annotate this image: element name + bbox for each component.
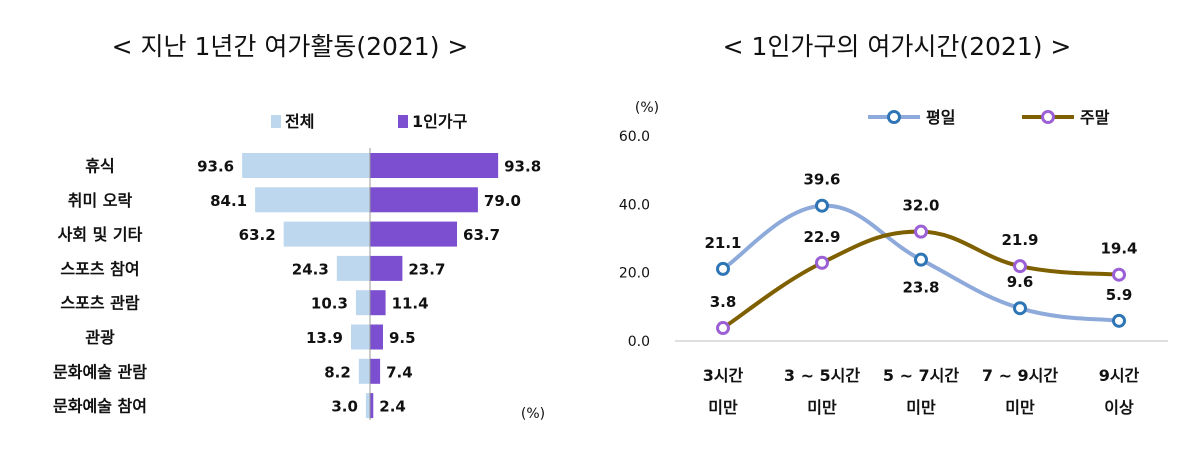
legend-swatch-single [398,115,408,128]
left-unit-label: (%) [521,406,545,422]
legend-label-total: 전체 [285,112,314,131]
x-tick-label: 9시간 [1099,366,1140,385]
bar-single-household [370,393,374,419]
bar-single-household [370,221,458,247]
bar-total [358,358,370,384]
data-label-weekend: 3.8 [710,293,737,311]
value-label-total: 63.2 [239,226,276,244]
legend-label-single: 1인가구 [412,112,468,131]
x-tick-label: 이상 [1104,398,1134,417]
category-label: 사회 및 기타 [58,225,143,244]
y-tick-label: 60.0 [619,129,650,145]
value-label-total: 3.0 [331,398,358,416]
value-label-total: 93.6 [197,158,234,176]
value-label-single-household: 11.4 [392,295,429,313]
bar-total [242,153,370,178]
data-point-weekday [1013,301,1027,316]
x-tick-label: 5 ~ 7시간 [883,366,960,385]
data-point-weekday [716,261,730,276]
legend-marker-weekday [887,110,901,124]
data-label-weekend: 21.9 [1001,231,1038,249]
value-label-total: 24.3 [292,260,329,278]
bar-total [351,324,370,350]
bar-single-household [370,153,499,178]
category-label: 문화예술 관람 [53,362,147,381]
right-data-labels: 21.1 39.6 23.8 9.6 5.9 3.8 22.9 32.0 21.9 19.4 [704,171,1137,311]
data-label-weekday: 5.9 [1106,286,1133,304]
value-label-single-household: 7.4 [386,363,413,381]
leisure-time-chart: < 1인가구의 여가시간(2021) > (%) 평일 주말 0.0 20.0 40… [619,32,1168,417]
right-lines [721,203,1120,330]
right-y-ticks: 0.0 20.0 40.0 60.0 [619,129,650,350]
data-label-weekday: 39.6 [803,171,840,189]
x-tick-label: 3 ~ 5시간 [784,366,861,385]
bar-single-household [370,324,383,350]
x-tick-label: 미만 [807,398,837,417]
x-tick-label: 미만 [906,398,936,417]
legend-swatch-total [271,115,281,128]
data-point-weekday [815,198,829,213]
left-chart-title: < 지난 1년간 여가활동(2021) > [112,32,469,61]
right-chart-title: < 1인가구의 여가시간(2021) > [723,32,1072,61]
data-label-weekday: 23.8 [902,279,939,297]
bar-single-household [370,358,381,384]
right-legend: 평일 주말 [868,108,1110,127]
legend-label-weekday: 평일 [926,108,955,127]
y-tick-label: 20.0 [619,266,650,282]
y-tick-label: 40.0 [619,197,650,213]
bar-single-household [370,255,403,281]
category-label: 스포츠 관람 [60,294,139,313]
value-label-total: 8.2 [324,363,351,381]
category-label: 스포츠 참여 [60,259,139,278]
right-y-unit: (%) [635,100,659,116]
data-point-weekend [716,321,730,336]
bar-total [336,255,370,281]
bar-total [355,290,370,316]
value-label-single-household: 63.7 [463,226,500,244]
data-label-weekday: 9.6 [1007,273,1034,291]
x-tick-label: 7 ~ 9시간 [982,366,1059,385]
value-label-single-household: 2.4 [379,398,406,416]
x-tick-label: 미만 [708,398,738,417]
data-label-weekend: 22.9 [803,228,840,246]
category-label: 문화예술 참여 [53,397,147,416]
legend-label-weekend: 주말 [1080,108,1110,127]
category-label: 관광 [85,328,115,347]
legend-marker-weekend [1041,110,1055,124]
data-point-weekend [815,255,829,270]
data-label-weekend: 19.4 [1100,240,1137,258]
bar-total [283,221,370,247]
data-label-weekend: 32.0 [902,197,939,215]
data-point-weekend [1013,259,1027,274]
left-legend: 전체 1인가구 [271,112,468,131]
value-label-total: 13.9 [306,329,343,347]
value-label-total: 10.3 [311,295,348,313]
value-label-single-household: 23.7 [408,260,445,278]
x-tick-label: 3시간 [703,366,744,385]
value-label-single-household: 79.0 [484,192,521,210]
left-bars: 93.6 93.8 84.1 79.0 63.2 63.7 24.3 23.7 10.3 11.4… [197,153,541,419]
value-label-single-household: 93.8 [504,158,541,176]
data-label-weekday: 21.1 [704,234,741,252]
data-point-weekend [1112,267,1126,282]
value-label-total: 84.1 [210,192,247,210]
y-tick-label: 0.0 [628,334,650,350]
right-points [716,198,1126,336]
data-point-weekday [914,252,928,267]
category-label: 취미 오락 [68,191,133,210]
category-label: 휴식 [85,157,114,176]
bar-single-household [370,187,478,213]
value-label-single-household: 9.5 [389,329,416,347]
bar-total [255,187,370,213]
x-tick-label: 미만 [1005,398,1035,417]
data-point-weekday [1112,313,1126,328]
data-point-weekend [914,224,928,239]
bar-total [365,393,370,419]
bar-single-household [370,290,386,316]
